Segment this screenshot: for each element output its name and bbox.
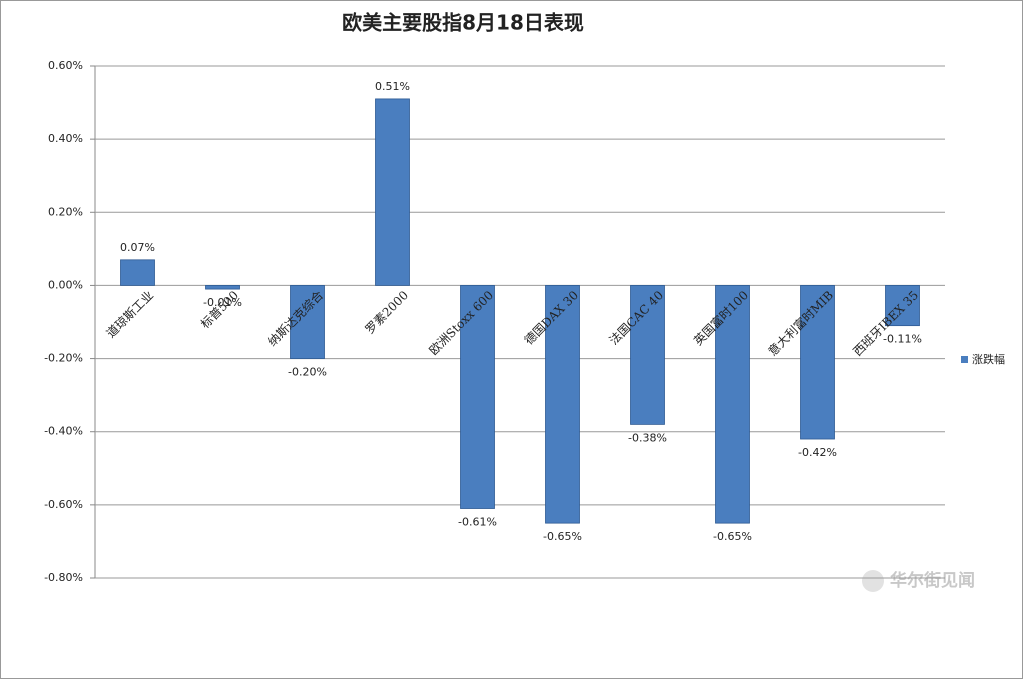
bar [375, 98, 410, 286]
data-label: -0.38% [628, 431, 667, 444]
y-tick-label: -0.20% [44, 352, 83, 365]
bar [800, 285, 835, 440]
data-label: 0.07% [120, 241, 155, 254]
bar [290, 285, 325, 359]
y-tick-label: 0.60% [48, 59, 83, 72]
y-tick-label: 0.20% [48, 205, 83, 218]
data-label: -0.42% [798, 446, 837, 459]
watermark-icon [862, 570, 884, 592]
data-label: -0.61% [458, 516, 497, 529]
y-tick-label: -0.60% [44, 498, 83, 511]
bar [120, 259, 155, 286]
chart-title: 欧美主要股指8月18日表现 [342, 11, 584, 35]
bar [205, 285, 240, 290]
y-tick-label: -0.40% [44, 425, 83, 438]
legend-label: 涨跌幅 [972, 352, 1005, 366]
data-label: -0.20% [288, 366, 327, 379]
legend-swatch [961, 356, 968, 363]
data-label: 0.51% [375, 80, 410, 93]
bar [460, 285, 495, 509]
bar [885, 285, 920, 327]
bar [715, 285, 750, 524]
bar [545, 285, 580, 524]
y-tick-label: -0.80% [44, 571, 83, 584]
data-label: -0.11% [883, 333, 922, 346]
data-label: -0.01% [203, 296, 242, 309]
data-label: -0.65% [543, 530, 582, 543]
bar [630, 285, 665, 425]
data-label: -0.65% [713, 530, 752, 543]
y-tick-label: 0.40% [48, 132, 83, 145]
y-tick-label: 0.00% [48, 278, 83, 291]
watermark: 华尔街见闻 [890, 570, 975, 591]
